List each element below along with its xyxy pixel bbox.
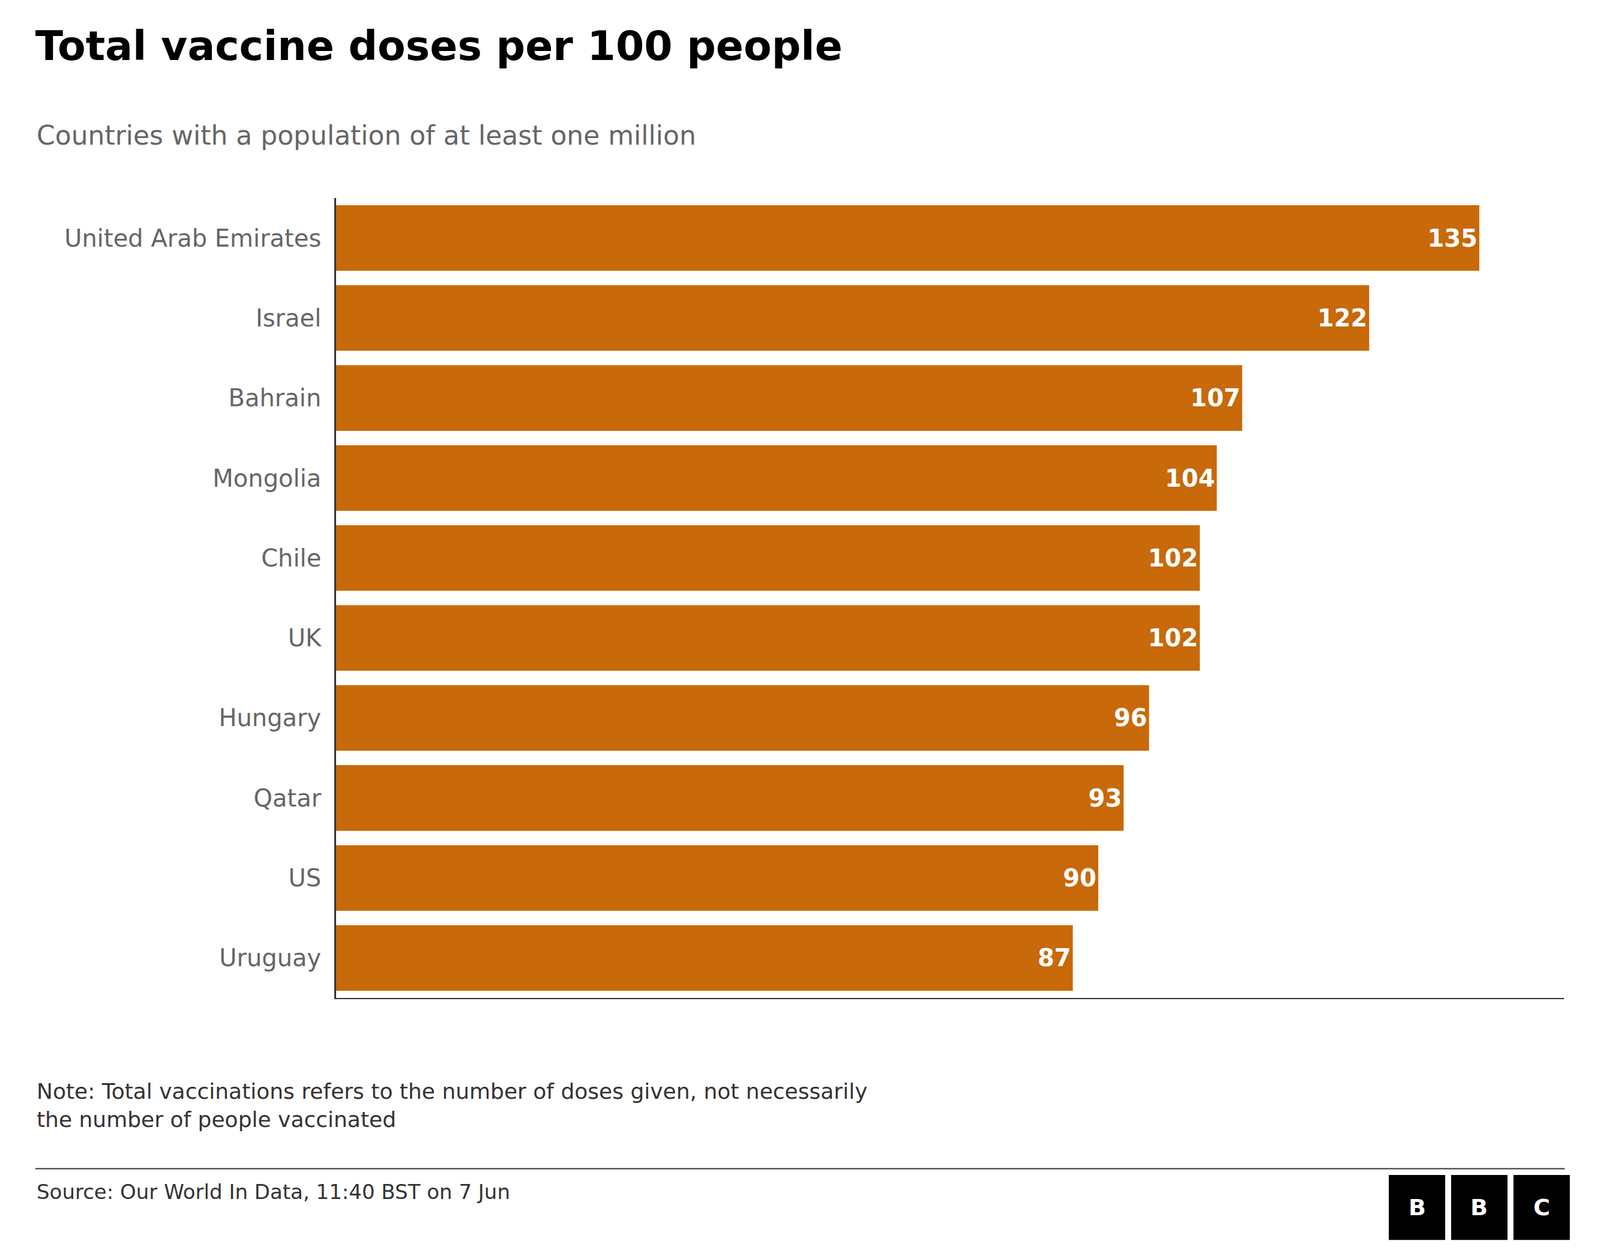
svg-text:Chile: Chile (261, 544, 322, 572)
svg-text:Uruguay: Uruguay (219, 944, 322, 972)
svg-text:Hungary: Hungary (218, 703, 322, 732)
svg-text:Mongolia: Mongolia (212, 464, 322, 493)
svg-text:Source: Our World In Data, 11:: Source: Our World In Data, 11:40 BST on … (36, 1179, 511, 1204)
svg-text:107: 107 (1190, 384, 1241, 412)
svg-text:Israel: Israel (255, 304, 322, 332)
svg-text:B: B (1470, 1194, 1488, 1221)
svg-text:102: 102 (1148, 544, 1199, 572)
svg-text:Countries with a population of: Countries with a population of at least … (36, 120, 697, 151)
svg-text:Qatar: Qatar (253, 784, 322, 813)
svg-text:US: US (288, 864, 322, 892)
svg-text:B: B (1408, 1194, 1426, 1221)
svg-text:96: 96 (1113, 703, 1148, 732)
svg-text:Total vaccine doses per 100 pe: Total vaccine doses per 100 people (35, 22, 843, 70)
svg-text:87: 87 (1037, 944, 1072, 972)
svg-text:C: C (1533, 1194, 1551, 1221)
svg-text:UK: UK (288, 624, 323, 652)
svg-text:Bahrain: Bahrain (228, 384, 322, 412)
svg-text:122: 122 (1317, 304, 1368, 332)
svg-text:Note: Total vaccinations refer: Note: Total vaccinations refers to the n… (36, 1079, 868, 1132)
svg-text:90: 90 (1062, 864, 1097, 892)
svg-text:135: 135 (1427, 224, 1478, 253)
svg-text:United Arab Emirates: United Arab Emirates (64, 224, 322, 253)
svg-text:93: 93 (1088, 784, 1123, 813)
svg-text:102: 102 (1148, 624, 1199, 652)
svg-text:104: 104 (1164, 464, 1216, 493)
